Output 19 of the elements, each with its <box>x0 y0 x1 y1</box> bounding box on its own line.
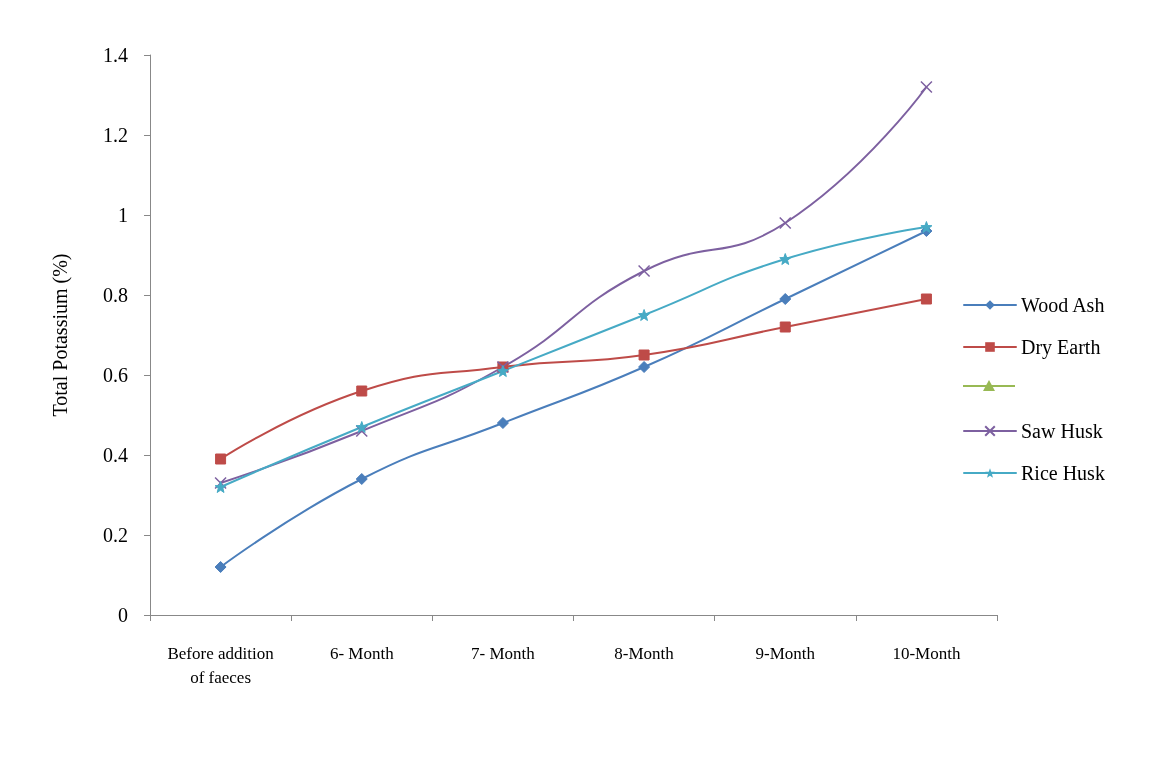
x-tick-label: 6- Month <box>329 643 395 663</box>
x-tick-label: 10-Month <box>892 643 961 663</box>
legend-label: Dry Earth <box>1021 336 1101 359</box>
y-tick-label: 1.4 <box>103 44 128 66</box>
y-tick-label: 1 <box>118 204 128 226</box>
x-tick-label: 9-Month <box>755 643 816 663</box>
x-tick-label: 7- Month <box>471 643 536 663</box>
legend-label: Saw Husk <box>1021 420 1103 442</box>
y-tick-label: 0.8 <box>103 284 128 306</box>
x-tick-label: 8-Month <box>614 643 675 663</box>
legend-label: Rice Husk <box>1021 462 1105 484</box>
y-axis-title: Total Potassium (%) <box>49 253 72 417</box>
y-tick-label: 0.2 <box>103 524 128 546</box>
y-tick-label: 1.2 <box>103 124 128 146</box>
x-tick-label: Before addition of faeces <box>167 643 275 687</box>
y-tick-label: 0.6 <box>103 364 128 386</box>
y-tick-label: 0.4 <box>103 444 128 466</box>
legend-label: Wood Ash <box>1021 294 1105 316</box>
y-tick-label: 0 <box>118 604 128 626</box>
